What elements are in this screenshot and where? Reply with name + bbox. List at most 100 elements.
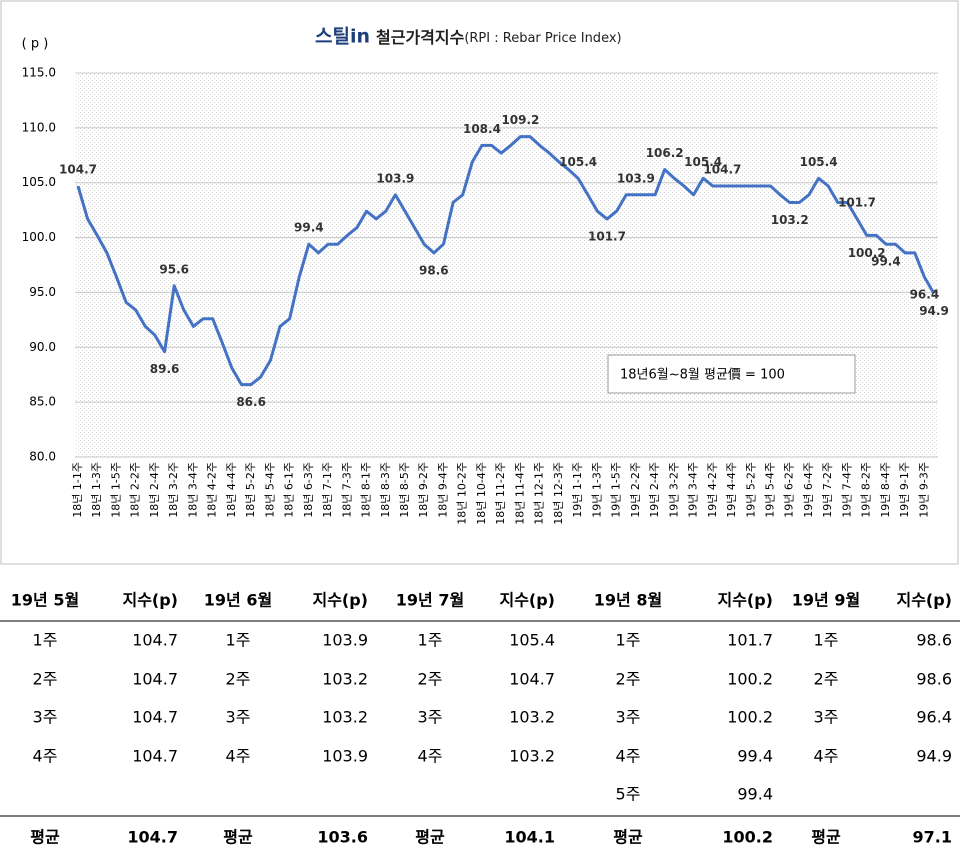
index-value: 103.2: [509, 708, 555, 727]
average-value: 104.7: [127, 828, 178, 847]
data-label: 99.4: [294, 221, 324, 235]
x-tick-label: 19년 1-3주: [590, 462, 603, 518]
data-label: 105.4: [559, 155, 597, 169]
index-value: 104.7: [509, 670, 555, 689]
title-suffix: (RPI : Rebar Price Index): [464, 31, 621, 46]
x-tick-label: 18년 10-4주: [475, 462, 488, 525]
average-value: 100.2: [722, 828, 773, 847]
x-tick-label: 18년 2-2주: [129, 462, 142, 518]
week-label: 5주: [616, 785, 641, 804]
x-tick-label: 18년 1-1주: [71, 462, 84, 518]
index-value: 103.2: [322, 708, 368, 727]
index-value: 103.2: [509, 747, 555, 766]
line: [76, 135, 936, 387]
week-label: 2주: [226, 670, 251, 689]
data-label: 94.9: [919, 304, 949, 318]
x-tick-label: 18년 12-1주: [533, 462, 546, 525]
x-tick-label: 18년 2-4주: [148, 462, 161, 518]
x-tick-label: 18년 8-1주: [360, 462, 373, 518]
y-tick-label: 95.0: [29, 285, 56, 299]
data-label: 104.7: [59, 163, 97, 177]
week-label: 1주: [814, 631, 839, 650]
data-label: 99.4: [871, 255, 901, 269]
column-header: 지수(p): [122, 591, 178, 610]
data-label: 98.6: [419, 263, 449, 277]
x-tick-label: 19년 7-4주: [840, 462, 853, 518]
x-tick-label: 19년 4-2주: [706, 462, 719, 518]
y-tick-label: 80.0: [29, 450, 56, 464]
x-tick-label: 19년 9-3주: [917, 462, 930, 518]
x-tick-label: 19년 5-2주: [744, 462, 757, 518]
x-tick-label: 18년 3-2주: [167, 462, 180, 518]
average-value: 104.1: [504, 828, 555, 847]
x-tick-label: 18년 11-4주: [513, 462, 526, 525]
data-label: 103.9: [376, 171, 414, 185]
average-label: 평균: [415, 828, 445, 847]
note-box: [607, 354, 856, 394]
data-label: 86.6: [236, 395, 266, 409]
x-tick-label: 18년 1-3주: [90, 462, 103, 518]
x-tick-label: 18년 8-3주: [379, 462, 392, 518]
column-header: 19년 7월: [396, 591, 464, 610]
average-label: 평균: [30, 828, 60, 847]
index-value: 99.4: [737, 747, 773, 766]
title-main: 철근가격지수: [376, 28, 465, 47]
y-tick-label: 90.0: [29, 340, 56, 354]
x-tick-label: 19년 2-4주: [648, 462, 661, 518]
index-value: 99.4: [737, 785, 773, 804]
week-label: 1주: [616, 631, 641, 650]
column-header: 지수(p): [499, 591, 555, 610]
column-header: 19년 6월: [204, 591, 272, 610]
x-tick-label: 18년 8-5주: [398, 462, 411, 518]
average-value: 103.6: [317, 828, 368, 847]
index-value: 100.2: [727, 670, 773, 689]
x-tick-label: 18년 6-1주: [283, 462, 296, 518]
index-value: 94.9: [916, 747, 952, 766]
data-label: 109.2: [501, 113, 539, 127]
week-label: 4주: [33, 747, 58, 766]
data-label: 108.4: [463, 122, 501, 136]
y-tick-label: 100.0: [22, 230, 56, 244]
average-value: 97.1: [913, 828, 952, 847]
x-tick-label: 18년 11-2주: [494, 462, 507, 525]
week-label: 2주: [814, 670, 839, 689]
week-label: 3주: [226, 708, 251, 727]
index-value: 104.7: [132, 631, 178, 650]
average-label: 평균: [223, 828, 253, 847]
x-tick-label: 18년 4-2주: [206, 462, 219, 518]
y-tick-label: 105.0: [22, 175, 56, 189]
data-label: 106.2: [646, 146, 684, 160]
x-tick-label: 19년 8-2주: [860, 462, 873, 518]
week-label: 4주: [418, 747, 443, 766]
index-value: 103.9: [322, 747, 368, 766]
x-tick-label: 18년 5-2주: [244, 462, 257, 518]
column-header: 19년 8월: [594, 591, 662, 610]
week-label: 3주: [814, 708, 839, 727]
column-header: 지수(p): [896, 591, 952, 610]
column-header: 19년 5월: [11, 591, 79, 610]
x-tick-label: 19년 3-4주: [687, 462, 700, 518]
week-label: 3주: [616, 708, 641, 727]
data-label: 101.7: [838, 195, 876, 209]
y-tick-label: 85.0: [29, 395, 56, 409]
week-label: 2주: [33, 670, 58, 689]
column-header: 지수(p): [717, 591, 773, 610]
data-label: 100.2: [848, 246, 886, 260]
x-tick-label: 19년 1-1주: [571, 462, 584, 518]
index-value: 98.6: [916, 631, 952, 650]
index-value: 104.7: [132, 747, 178, 766]
index-value: 103.2: [322, 670, 368, 689]
week-label: 3주: [33, 708, 58, 727]
week-label: 4주: [226, 747, 251, 766]
index-value: 104.7: [132, 670, 178, 689]
x-tick-label: 18년 9-2주: [417, 462, 430, 518]
x-tick-label: 19년 9-1주: [898, 462, 911, 518]
index-value: 104.7: [132, 708, 178, 727]
week-label: 1주: [418, 631, 443, 650]
data-label: 95.6: [159, 262, 189, 276]
x-tick-label: 18년 6-3주: [302, 462, 315, 518]
x-tick-label: 18년 7-1주: [321, 462, 334, 518]
x-tick-label: 18년 3-4주: [186, 462, 199, 518]
